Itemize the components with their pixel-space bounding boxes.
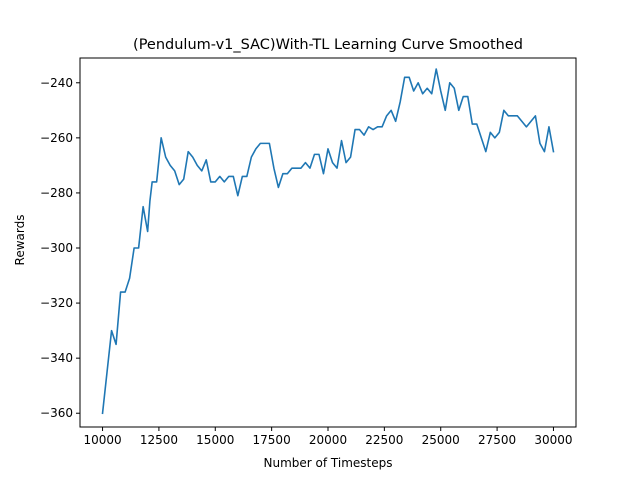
axes-frame — [79, 57, 577, 428]
plot-area — [101, 68, 555, 415]
x-tick-label: 17500 — [253, 433, 291, 447]
y-axis-ticks: −360 −340 −320 −300 −280 −260 −240 — [40, 76, 80, 420]
y-tick-label: −320 — [40, 296, 73, 310]
y-tick-label: −260 — [40, 131, 73, 145]
y-tick-label: −360 — [40, 406, 73, 420]
y-axis-label: Rewards — [13, 215, 27, 266]
y-tick-label: −340 — [40, 351, 73, 365]
x-axis-label: Number of Timesteps — [264, 456, 393, 470]
x-tick-label: 22500 — [365, 433, 403, 447]
x-tick-label: 20000 — [309, 433, 347, 447]
y-tick-label: −280 — [40, 186, 73, 200]
x-tick-label: 25000 — [422, 433, 460, 447]
y-tick-label: −240 — [40, 76, 73, 90]
x-tick-label: 10000 — [83, 433, 121, 447]
x-tick-label: 15000 — [196, 433, 234, 447]
x-axis-ticks: 10000 12500 15000 17500 20000 22500 25000 27500… — [83, 427, 573, 447]
y-tick-label: −300 — [40, 241, 73, 255]
x-tick-label: 30000 — [534, 433, 572, 447]
x-tick-label: 27500 — [478, 433, 516, 447]
series-line — [101, 68, 555, 415]
x-tick-label: 12500 — [140, 433, 178, 447]
chart-title: (Pendulum-v1_SAC)With-TL Learning Curve … — [133, 37, 523, 53]
